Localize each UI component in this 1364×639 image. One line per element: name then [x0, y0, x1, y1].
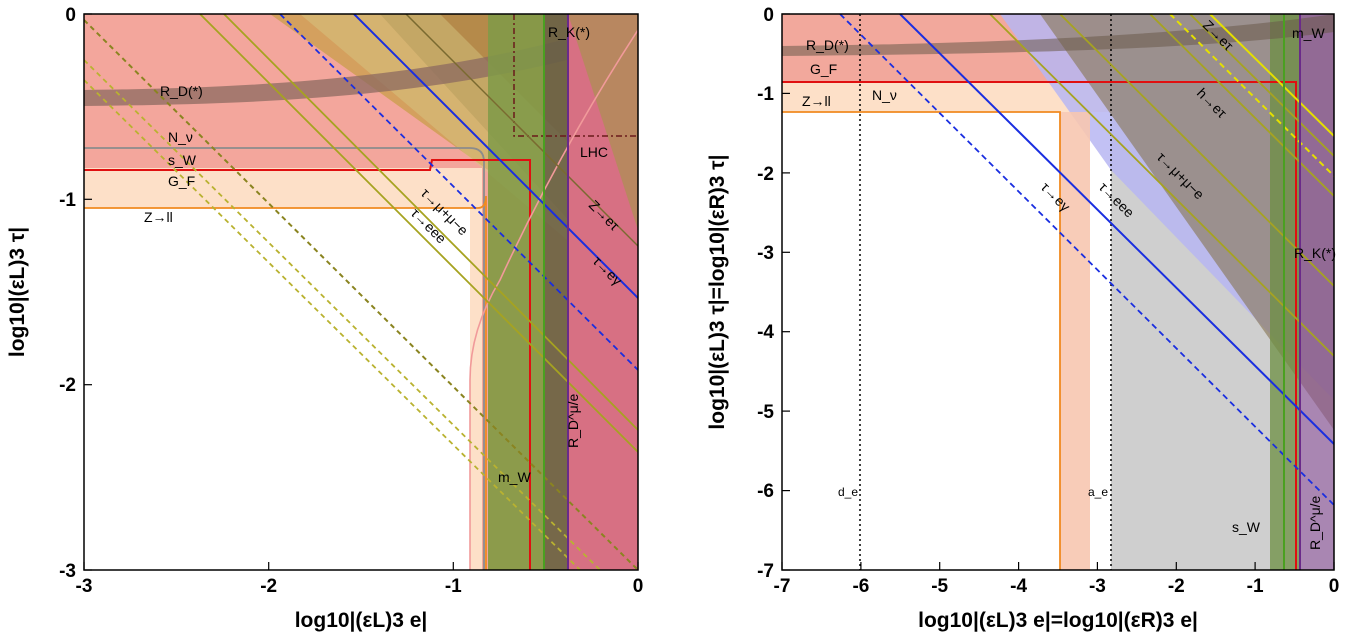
- right-xtick-6: -1: [1247, 576, 1264, 597]
- right-xtick-7: 0: [1329, 576, 1340, 597]
- left-ytick-0: -3: [59, 561, 76, 582]
- right-line-hetau: [1149, 14, 1334, 197]
- right-ann-mw: m_W: [1292, 25, 1325, 41]
- right-line-zetau: [1189, 14, 1334, 157]
- right-region-olive: [1040, 14, 1334, 430]
- left-ylabel: log10|(εL)3 τ|: [6, 227, 29, 357]
- left-line-zetau: [405, 14, 638, 247]
- right-ann-sw: s_W: [1232, 519, 1261, 535]
- right-ytick-1: -6: [757, 481, 774, 502]
- right-xtick-5: -2: [1168, 576, 1185, 597]
- left-line-dash2: [84, 59, 601, 570]
- right-ytick-2: -5: [757, 402, 774, 423]
- right-ann-rd: R_D(*): [806, 37, 849, 53]
- right-ticks: [781, 13, 1335, 571]
- left-line-taueg-future: [279, 14, 638, 371]
- right-plot-area: [782, 14, 1334, 570]
- right-ann-gf: G_F: [810, 61, 837, 77]
- right-xtick-1: -6: [852, 576, 869, 597]
- right-xtick-4: -3: [1089, 576, 1106, 597]
- right-ytick-4: -3: [757, 243, 774, 264]
- left-ann-nnu: N_ν: [168, 129, 193, 145]
- left-ann-gf: G_F: [168, 173, 195, 189]
- left-band-rdmue-top: [568, 14, 638, 230]
- left-line-taumumue: [199, 14, 638, 453]
- left-xtick-0: -3: [76, 576, 93, 597]
- right-frame: [781, 13, 1335, 571]
- left-xtick-2: -1: [445, 576, 462, 597]
- right-chart: -7 -6 -5 -4 -3 -2 -1 0 -7 -6 -5 -4 -3 -2…: [706, 5, 1339, 632]
- right-ytick-7: 0: [763, 5, 774, 26]
- left-ticks: [83, 13, 639, 571]
- right-curve-zll: [782, 111, 1061, 570]
- right-band-rk: [1300, 14, 1334, 570]
- left-band-rk: [544, 14, 568, 570]
- right-ytick-0: -7: [757, 561, 774, 582]
- left-line-lhc: [513, 14, 638, 137]
- left-band-mw: [488, 14, 544, 570]
- left-region-zll-vert: [470, 168, 482, 570]
- right-ann-nnu: N_ν: [872, 87, 897, 103]
- left-region-zll-band: [84, 168, 482, 208]
- left-ytick-3: 0: [65, 5, 76, 26]
- left-ann-rk: R_K(*): [548, 24, 590, 40]
- right-region-sw: [1060, 112, 1090, 570]
- right-line-taumumue: [1059, 14, 1334, 287]
- left-ytick-2: -1: [59, 190, 76, 211]
- right-xlabel: log10|(εL)3 e|=log10|(εR)3 e|: [918, 609, 1198, 632]
- left-curve-nnu: [84, 147, 485, 570]
- right-line-yellow: [1209, 14, 1334, 137]
- right-ann-ae: a_e: [1088, 485, 1108, 499]
- left-line-taueg: [353, 14, 638, 299]
- left-ann-lhc: LHC: [580, 144, 608, 160]
- right-line-taueee: [989, 14, 1334, 357]
- right-ann-rdmue: R_D^μ/e: [1307, 495, 1323, 550]
- left-ann-sw: s_W: [168, 152, 197, 168]
- right-ytick-6: -1: [757, 84, 774, 105]
- right-xtick-3: -4: [1010, 576, 1027, 597]
- left-chart: -3 -2 -1 0 -3 -2 -1 0 log10|(εL)3 e| log…: [6, 5, 643, 632]
- right-xtick-2: -5: [931, 576, 948, 597]
- left-curve-pink: [469, 29, 638, 570]
- left-ann-zll: Z→ll: [144, 209, 173, 225]
- left-curve-zll: [84, 195, 487, 570]
- right-ylabel: log10|(εL)3 τ|=log10|(εR)3 τ|: [706, 154, 729, 429]
- right-line-taueg: [899, 14, 1334, 445]
- right-ytick-3: -4: [757, 322, 774, 343]
- right-ann-rk: R_K(*): [1294, 245, 1336, 261]
- left-plot-area: [84, 14, 638, 570]
- left-frame: [83, 13, 639, 571]
- left-curve-gf: [84, 159, 531, 570]
- left-xlabel: log10|(εL)3 e|: [295, 609, 428, 632]
- right-ann-zll: Z→ll: [802, 93, 831, 109]
- left-xtick-1: -2: [260, 576, 277, 597]
- left-ann-mw: m_W: [498, 469, 531, 485]
- left-xtick-3: 0: [633, 576, 644, 597]
- right-ann-de: d_e: [838, 485, 858, 499]
- left-ann-rdmue: R_D^μ/e: [565, 393, 581, 448]
- left-ann-rd: R_D(*): [160, 83, 203, 99]
- left-line-dash1: [84, 19, 638, 570]
- right-line-taueg-future: [839, 14, 1334, 506]
- right-xtick-0: -7: [774, 576, 791, 597]
- right-line-yellow-dashed: [1169, 14, 1334, 177]
- right-ytick-5: -2: [757, 164, 774, 185]
- right-band-rd: [782, 14, 1334, 56]
- left-ytick-1: -2: [59, 375, 76, 396]
